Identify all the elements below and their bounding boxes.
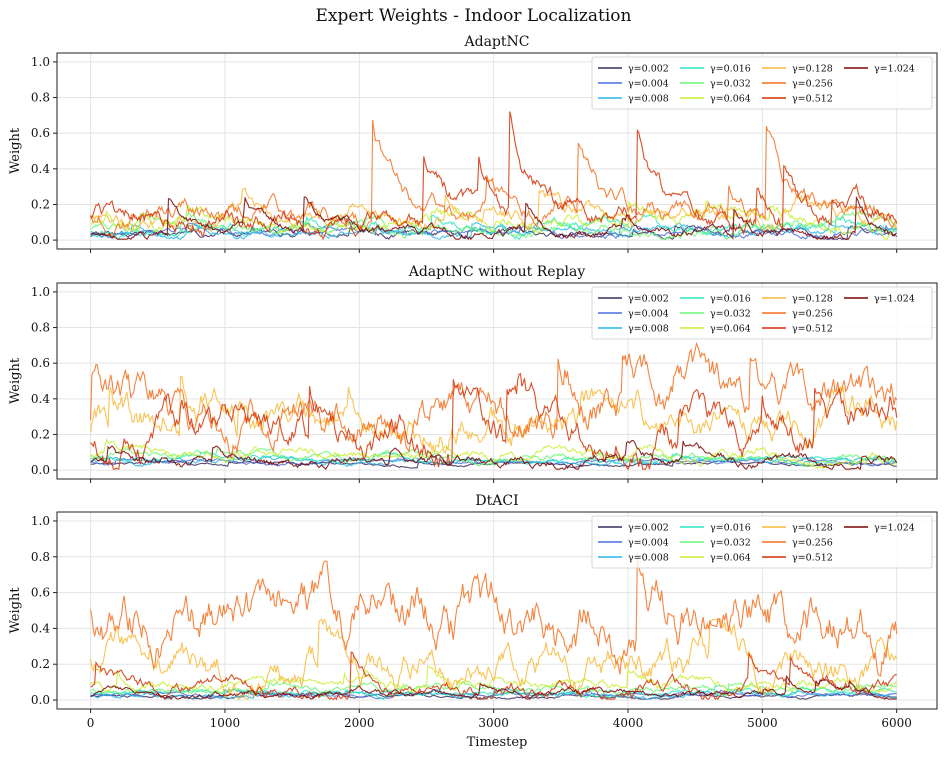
legend-label: γ=0.002 xyxy=(628,294,669,305)
legend-label: γ=0.008 xyxy=(628,94,669,105)
axes-frame xyxy=(56,282,938,480)
legend: γ=0.002 γ=0.004 γ=0.008 γ=0.016 γ=0.032 γ=0.0… xyxy=(591,515,933,569)
series-line-γ=0.032 xyxy=(90,210,898,241)
legend-label: γ=1.024 xyxy=(874,64,915,75)
legend-label: γ=0.512 xyxy=(792,94,833,105)
y-tick-label: 1.0 xyxy=(31,514,50,528)
panel-title: AdaptNC xyxy=(464,34,530,50)
y-axis-label: Weight xyxy=(8,587,23,634)
y-tick-label: 1.0 xyxy=(31,285,50,299)
legend-label: γ=0.004 xyxy=(628,538,669,549)
series-line-γ=0.016 xyxy=(90,451,897,466)
x-tick-label: 1000 xyxy=(210,716,241,730)
y-tick-label: 0.6 xyxy=(31,126,50,140)
axes-frame xyxy=(56,52,938,250)
legend-label: γ=0.064 xyxy=(710,553,751,564)
series-line-γ=0.256 xyxy=(90,552,898,677)
legend-label: γ=0.128 xyxy=(792,294,833,305)
series-line-γ=0.064 xyxy=(90,199,898,240)
series-line-γ=0.064 xyxy=(90,664,898,694)
series-line-γ=1.024 xyxy=(90,195,897,241)
series-line-γ=0.032 xyxy=(90,448,897,468)
panel-title: AdaptNC without Replay xyxy=(408,264,586,280)
y-tick-label: 0.0 xyxy=(31,463,50,477)
panel-2: 0.0 0.2 0.4 0.6 0.8 1.0 AdaptNC without Replay… xyxy=(8,264,938,483)
legend: γ=0.002 γ=0.004 γ=0.008 γ=0.016 γ=0.032 γ=0.0… xyxy=(591,286,933,340)
x-tick-label: 6000 xyxy=(881,716,912,730)
series-line-γ=0.512 xyxy=(90,651,897,701)
y-tick-label: 0.4 xyxy=(31,392,50,406)
y-tick-label: 1.0 xyxy=(31,55,50,69)
axes-frame xyxy=(56,511,938,710)
y-tick-label: 0.8 xyxy=(31,91,50,105)
series-line-γ=0.064 xyxy=(90,438,898,470)
x-tick-label: 5000 xyxy=(747,716,778,730)
x-tick-label: 2000 xyxy=(344,716,375,730)
series-line-γ=0.256 xyxy=(90,120,898,239)
legend-label: γ=0.002 xyxy=(628,64,669,75)
legend-label: γ=0.512 xyxy=(792,324,833,335)
legend-label: γ=0.016 xyxy=(710,523,751,534)
legend-label: γ=0.256 xyxy=(792,79,833,90)
y-tick-label: 0.8 xyxy=(31,321,50,335)
y-tick-label: 0.2 xyxy=(31,427,50,441)
legend-label: γ=0.256 xyxy=(792,309,833,320)
panel-1: 0.00.20.40.60.81.0AdaptNCWeightγ=0.002γ=… xyxy=(8,34,938,253)
series-line-γ=1.024 xyxy=(90,439,898,471)
series-line-γ=0.512 xyxy=(90,111,898,241)
panel-title: DtACI xyxy=(475,493,518,509)
y-tick-label: 0.0 xyxy=(31,693,50,707)
legend-label: γ=0.008 xyxy=(628,324,669,335)
legend-label: γ=0.032 xyxy=(710,538,751,549)
y-tick-label: 0.4 xyxy=(31,162,50,176)
legend-label: γ=1.024 xyxy=(874,523,915,534)
series-line-γ=0.256 xyxy=(90,341,898,460)
legend-label: γ=0.064 xyxy=(710,324,751,335)
x-tick-label: 0 xyxy=(87,716,95,730)
y-tick-label: 0.6 xyxy=(31,586,50,600)
figure-title: Expert Weights - Indoor Localization xyxy=(315,6,632,26)
legend-label: γ=0.004 xyxy=(628,79,669,90)
y-tick-label: 0.2 xyxy=(31,657,50,671)
legend-label: γ=0.032 xyxy=(710,309,751,320)
legend-label: γ=0.016 xyxy=(710,64,751,75)
y-tick-label: 0.6 xyxy=(31,356,50,370)
series-line-γ=0.128 xyxy=(90,618,898,700)
legend-label: γ=0.008 xyxy=(628,553,669,564)
legend-label: γ=0.004 xyxy=(628,309,669,320)
y-tick-label: 0.0 xyxy=(31,233,50,247)
x-tick-label: 4000 xyxy=(613,716,644,730)
legend-label: γ=0.128 xyxy=(792,523,833,534)
y-tick-label: 0.8 xyxy=(31,550,50,564)
x-axis-label: Timestep xyxy=(467,735,528,750)
y-tick-label: 0.2 xyxy=(31,197,50,211)
y-axis-label: Weight xyxy=(8,357,23,404)
legend-label: γ=0.002 xyxy=(628,523,669,534)
x-tick-label: 3000 xyxy=(478,716,509,730)
legend-label: γ=0.064 xyxy=(710,94,751,105)
y-tick-label: 0.4 xyxy=(31,621,50,635)
series-line-γ=0.512 xyxy=(90,372,898,471)
legend-label: γ=0.256 xyxy=(792,538,833,549)
legend-label: γ=0.016 xyxy=(710,294,751,305)
series-line-γ=1.024 xyxy=(90,674,897,700)
legend-label: γ=0.512 xyxy=(792,553,833,564)
panel-3: 0.0 0.2 0.4 0.6 0.8 1.0 0 1000 2000 3000 4000 5000 6… xyxy=(8,493,938,750)
legend-label: γ=0.032 xyxy=(710,79,751,90)
y-axis-label: Weight xyxy=(8,127,23,174)
legend: γ=0.002 γ=0.004 γ=0.008 γ=0.016 γ=0.032 γ=0.0… xyxy=(591,56,933,110)
legend-label: γ=0.128 xyxy=(792,64,833,75)
legend-label: γ=1.024 xyxy=(874,294,915,305)
